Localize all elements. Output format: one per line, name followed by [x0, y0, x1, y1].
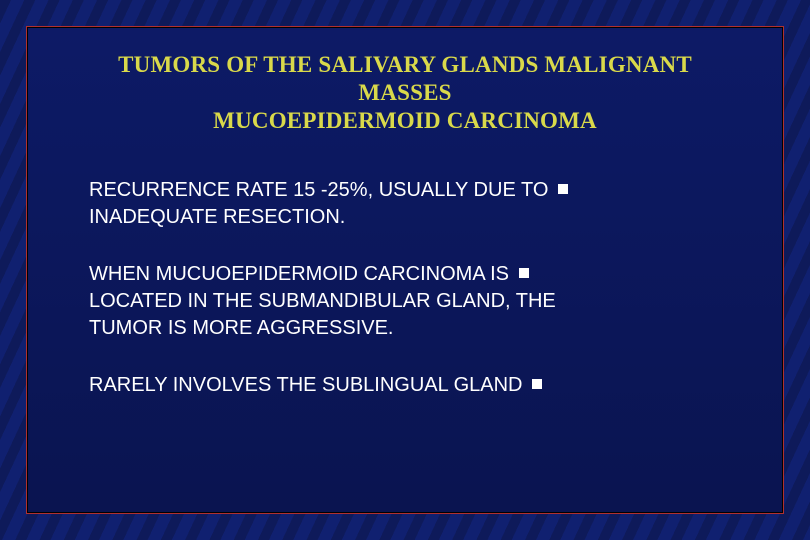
bullet-2-line-1: WHEN MUCUOEPIDERMOID CARCINOMA IS: [89, 263, 509, 285]
bullet-2-line-2: LOCATED IN THE SUBMANDIBULAR GLAND, THE: [89, 290, 556, 312]
title-line-1: TUMORS OF THE SALIVARY GLANDS MALIGNANT: [118, 52, 692, 77]
bullet-1-line-2: INADEQUATE RESECTION.: [89, 206, 345, 228]
bullet-3-line-1: RARELY INVOLVES THE SUBLINGUAL GLAND: [89, 374, 522, 396]
slide-panel: TUMORS OF THE SALIVARY GLANDS MALIGNANT …: [26, 26, 784, 514]
bullet-3: RARELY INVOLVES THE SUBLINGUAL GLAND: [81, 372, 729, 399]
title-line-3: MUCOEPIDERMOID CARCINOMA: [213, 108, 597, 133]
bullet-1: RECURRENCE RATE 15 -25%, USUALLY DUE TO …: [81, 177, 729, 231]
slide-background: TUMORS OF THE SALIVARY GLANDS MALIGNANT …: [0, 0, 810, 540]
bullet-2: WHEN MUCUOEPIDERMOID CARCINOMA IS LOCATE…: [81, 261, 729, 342]
bullet-1-line-1: RECURRENCE RATE 15 -25%, USUALLY DUE TO: [89, 179, 548, 201]
bullet-marker-icon: [519, 268, 529, 278]
bullet-marker-icon: [532, 379, 542, 389]
bullet-marker-icon: [558, 184, 568, 194]
bullet-2-line-3: TUMOR IS MORE AGGRESSIVE.: [89, 317, 394, 339]
slide-title: TUMORS OF THE SALIVARY GLANDS MALIGNANT …: [81, 51, 729, 135]
title-line-2: MASSES: [358, 80, 451, 105]
